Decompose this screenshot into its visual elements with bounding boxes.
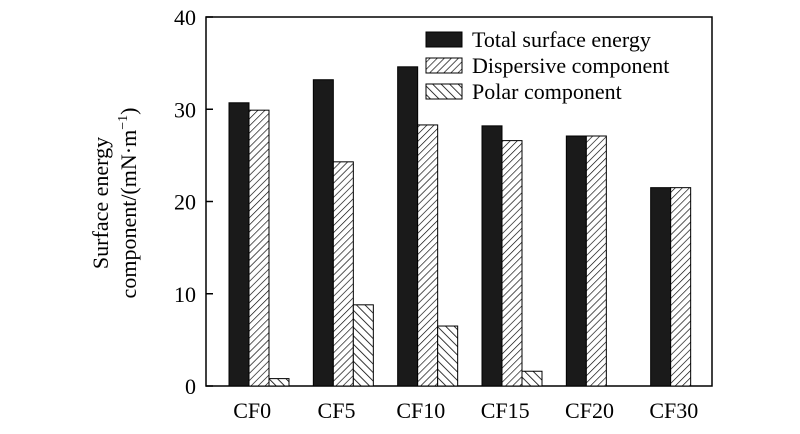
legend-label: Polar component xyxy=(472,79,622,104)
bar-dispersive-component xyxy=(670,187,692,387)
y-axis-title-unit: component/(mN·m xyxy=(116,130,141,299)
legend-label: Total surface energy xyxy=(472,27,651,52)
bar-total-surface-energy xyxy=(312,79,334,387)
y-axis-title-line1: Surface energy xyxy=(88,137,113,269)
x-tick-label: CF5 xyxy=(318,398,356,423)
bar-dispersive-component xyxy=(417,124,439,387)
bar-polar-component xyxy=(437,325,459,387)
y-tick-label: 10 xyxy=(174,282,196,307)
bar-total-surface-energy xyxy=(397,66,419,387)
legend-swatch xyxy=(425,83,463,100)
y-axis-title-end: ) xyxy=(116,108,141,115)
y-axis: 0 10 20 30 40 xyxy=(174,5,213,399)
bar-total-surface-energy xyxy=(650,187,672,387)
y-axis-title-sup: −1 xyxy=(116,115,131,130)
legend-swatch xyxy=(425,31,463,48)
y-tick-label: 40 xyxy=(174,5,196,30)
y-axis-title-line2: component/(mN·m−1) xyxy=(116,108,141,299)
bar-total-surface-energy xyxy=(228,102,250,387)
bar-dispersive-component xyxy=(248,109,270,387)
bar-dispersive-component xyxy=(585,135,607,387)
bar-dispersive-component xyxy=(332,161,354,387)
legend-label: Dispersive component xyxy=(472,53,669,78)
x-tick-label: CF30 xyxy=(649,398,698,423)
bar-polar-component xyxy=(352,304,374,387)
x-axis: CF0 CF5 CF10 CF15 CF20 CF30 xyxy=(233,398,698,423)
x-tick-label: CF20 xyxy=(565,398,614,423)
bar-polar-component xyxy=(268,378,290,387)
x-tick-label: CF0 xyxy=(233,398,271,423)
x-tick-label: CF15 xyxy=(481,398,530,423)
bar-total-surface-energy xyxy=(481,125,503,387)
bar-polar-component xyxy=(521,370,543,387)
legend-swatch xyxy=(425,57,463,74)
y-axis-title: Surface energy component/(mN·m−1) xyxy=(88,108,141,299)
y-tick-label: 0 xyxy=(185,374,196,399)
bars xyxy=(228,66,692,387)
bar-total-surface-energy xyxy=(565,135,587,387)
bar-dispersive-component xyxy=(501,140,523,387)
x-tick-label: CF10 xyxy=(396,398,445,423)
y-tick-label: 30 xyxy=(174,97,196,122)
y-tick-label: 20 xyxy=(174,190,196,215)
